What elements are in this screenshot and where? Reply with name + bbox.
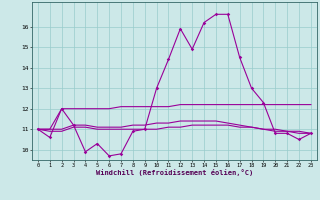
X-axis label: Windchill (Refroidissement éolien,°C): Windchill (Refroidissement éolien,°C) (96, 169, 253, 176)
